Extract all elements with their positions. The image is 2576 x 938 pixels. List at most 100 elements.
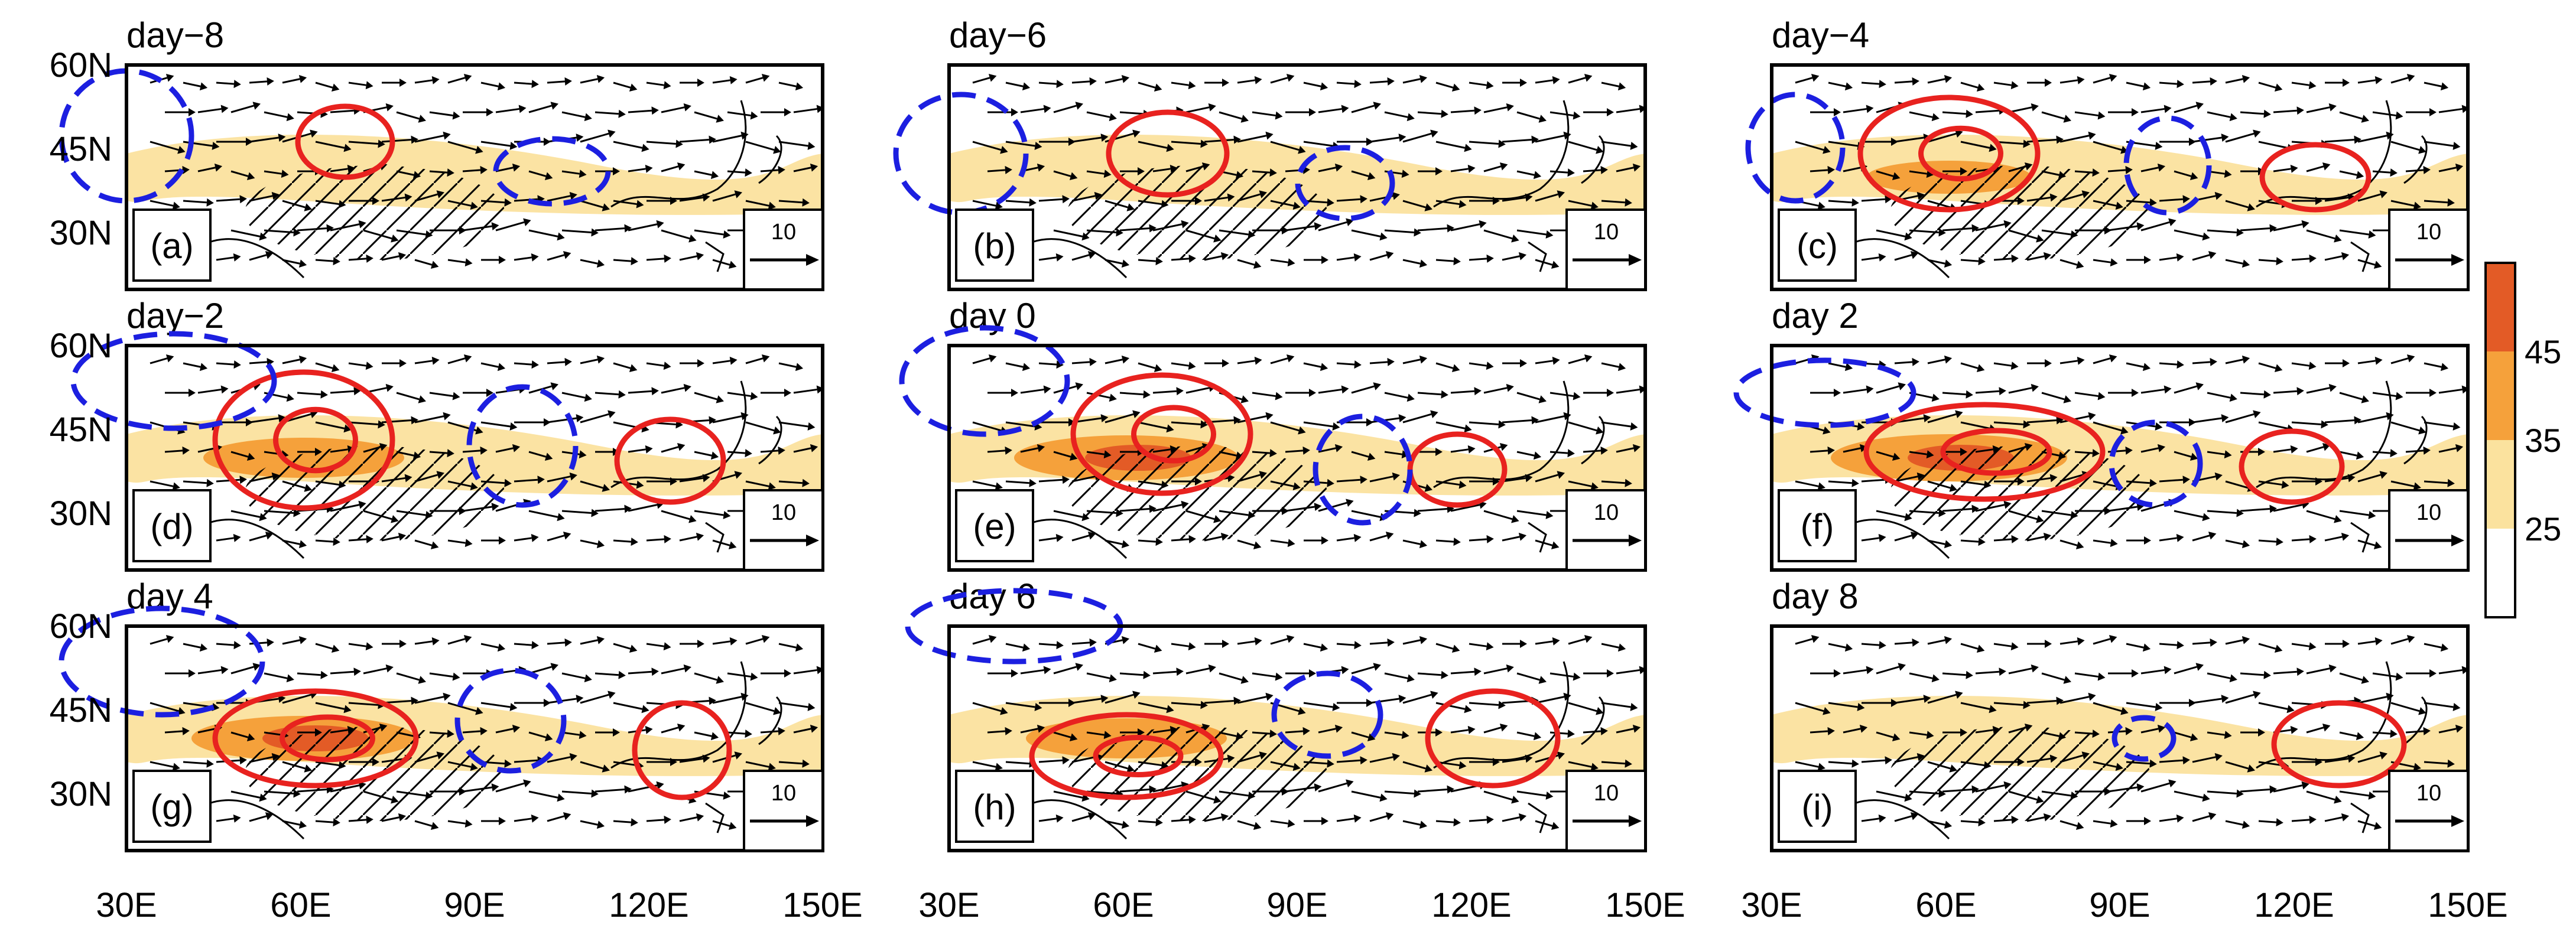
wind-vector-head [1617, 82, 1626, 91]
wind-vector-head [1419, 540, 1428, 549]
wind-vector-head [1827, 165, 1835, 174]
wind-vector-head [1087, 532, 1096, 540]
wind-vector-shaft [1185, 229, 1215, 240]
wind-vector-arrow [396, 790, 433, 800]
y-tick-label: 30N [50, 494, 112, 533]
wind-vector-shaft [1105, 78, 1123, 84]
wind-vector-shaft [1303, 141, 1333, 147]
wind-vector-head [1373, 663, 1381, 671]
wind-vector-arrow [647, 197, 677, 205]
wind-vector-head [2043, 252, 2052, 260]
wind-vector-arrow [972, 761, 1003, 771]
wind-vector-arrow [628, 667, 659, 676]
wind-vector-arrow [2339, 111, 2369, 123]
wind-vector-arrow [447, 761, 478, 771]
wind-vector-arrow [595, 728, 620, 737]
wind-vector-shaft [580, 639, 598, 645]
wind-vector-shaft [2174, 170, 2192, 177]
wind-vector-shaft [514, 759, 538, 763]
wind-vector-shaft [480, 82, 499, 87]
wind-vector-head [1511, 515, 1519, 523]
wind-vector-shaft [727, 392, 751, 398]
wind-vector-arrow [528, 790, 565, 802]
wind-vector-head [2386, 412, 2394, 421]
wind-vector-arrow [282, 355, 307, 364]
wind-vector-shaft [580, 539, 598, 545]
wind-vector-head [199, 363, 208, 372]
wind-vector-arrow [2159, 360, 2184, 369]
wind-vector-shaft [1086, 451, 1105, 455]
wind-vector-shaft [1204, 139, 1234, 143]
wind-vector-head [475, 146, 483, 154]
wind-vector-head [1253, 822, 1262, 830]
wind-vector-head [2142, 363, 2151, 372]
wind-vector-shaft [1894, 535, 1912, 542]
wind-vector-head [443, 692, 451, 701]
wind-vector-head [1464, 424, 1472, 433]
wind-vector-shaft [1105, 359, 1123, 364]
wind-vector-arrow [2174, 731, 2198, 741]
wind-vector-arrow [1237, 539, 1262, 549]
wind-vector-arrow [462, 503, 499, 512]
wind-vector-shaft [1960, 820, 1979, 823]
wind-vector-arrow [429, 111, 460, 120]
wind-vector-head [1398, 414, 1406, 422]
wind-vector-shaft [1384, 111, 1408, 118]
wind-vector-shaft [2390, 421, 2420, 432]
wind-vector-head [2274, 83, 2283, 92]
wind-vector-head [2125, 446, 2133, 455]
wind-vector-shaft [1861, 478, 1886, 483]
wind-vector-head [675, 139, 683, 148]
wind-vector-head [531, 80, 539, 89]
wind-vector-arrow [712, 539, 737, 549]
wind-vector-shaft [679, 477, 703, 483]
wind-vector-arrow [1435, 362, 1460, 372]
wind-vector-shaft [2225, 259, 2243, 265]
wind-vector-arrow [1086, 111, 1117, 122]
wind-vector-arrow [793, 724, 818, 734]
wind-vector-shaft [1469, 643, 1487, 647]
wind-vector-arrow [1894, 357, 1919, 366]
wind-vector-head [165, 635, 174, 643]
wind-vector-shaft [1219, 510, 1249, 516]
wind-vector-head [2195, 102, 2204, 110]
wind-vector-arrow [1402, 410, 1438, 424]
wind-vector-head [816, 105, 824, 113]
wind-vector-arrow [1502, 754, 1533, 763]
wind-vector-shaft [547, 756, 571, 763]
wind-vector-arrow [547, 357, 572, 366]
wind-vector-shaft [1005, 362, 1024, 368]
wind-vector-head [2144, 256, 2151, 264]
wind-vector-shaft [1402, 259, 1421, 265]
wind-vector-shaft [2372, 170, 2391, 174]
wind-vector-arrow [1336, 195, 1367, 204]
wind-vector-arrow [1270, 480, 1301, 491]
wind-vector-head [2423, 165, 2431, 174]
wind-vector-arrow [1038, 253, 1064, 262]
wind-vector-head [447, 168, 454, 177]
wind-vector-arrow [1894, 532, 1919, 542]
wind-vector-arrow [1601, 362, 1626, 372]
wind-vector-head [497, 82, 506, 91]
wind-vector-head [716, 395, 724, 403]
wind-vector-arrow [462, 727, 488, 735]
wind-vector-shaft [216, 643, 235, 646]
panel-frame [1770, 63, 2470, 291]
wind-vector-shaft [2258, 820, 2277, 823]
wind-vector-arrow [680, 640, 704, 648]
wind-vector-arrow [712, 76, 738, 84]
wind-vector-shaft [1071, 535, 1090, 542]
wind-vector-arrow [1086, 228, 1123, 237]
wind-vector-shaft [1237, 135, 1267, 143]
wind-vector-shaft [514, 537, 532, 542]
wind-vector-arrow [2140, 105, 2172, 113]
wind-vector-shaft [1516, 170, 1535, 176]
wind-vector-shaft [2174, 666, 2197, 675]
wind-vector-head [2195, 382, 2204, 390]
wind-vector-head [618, 109, 626, 118]
wind-vector-head [1132, 691, 1141, 699]
wind-vector-head [1181, 500, 1189, 509]
wind-vector-head [2132, 669, 2139, 678]
wind-vector-head [1518, 813, 1527, 822]
wind-vector-head [1857, 422, 1865, 431]
